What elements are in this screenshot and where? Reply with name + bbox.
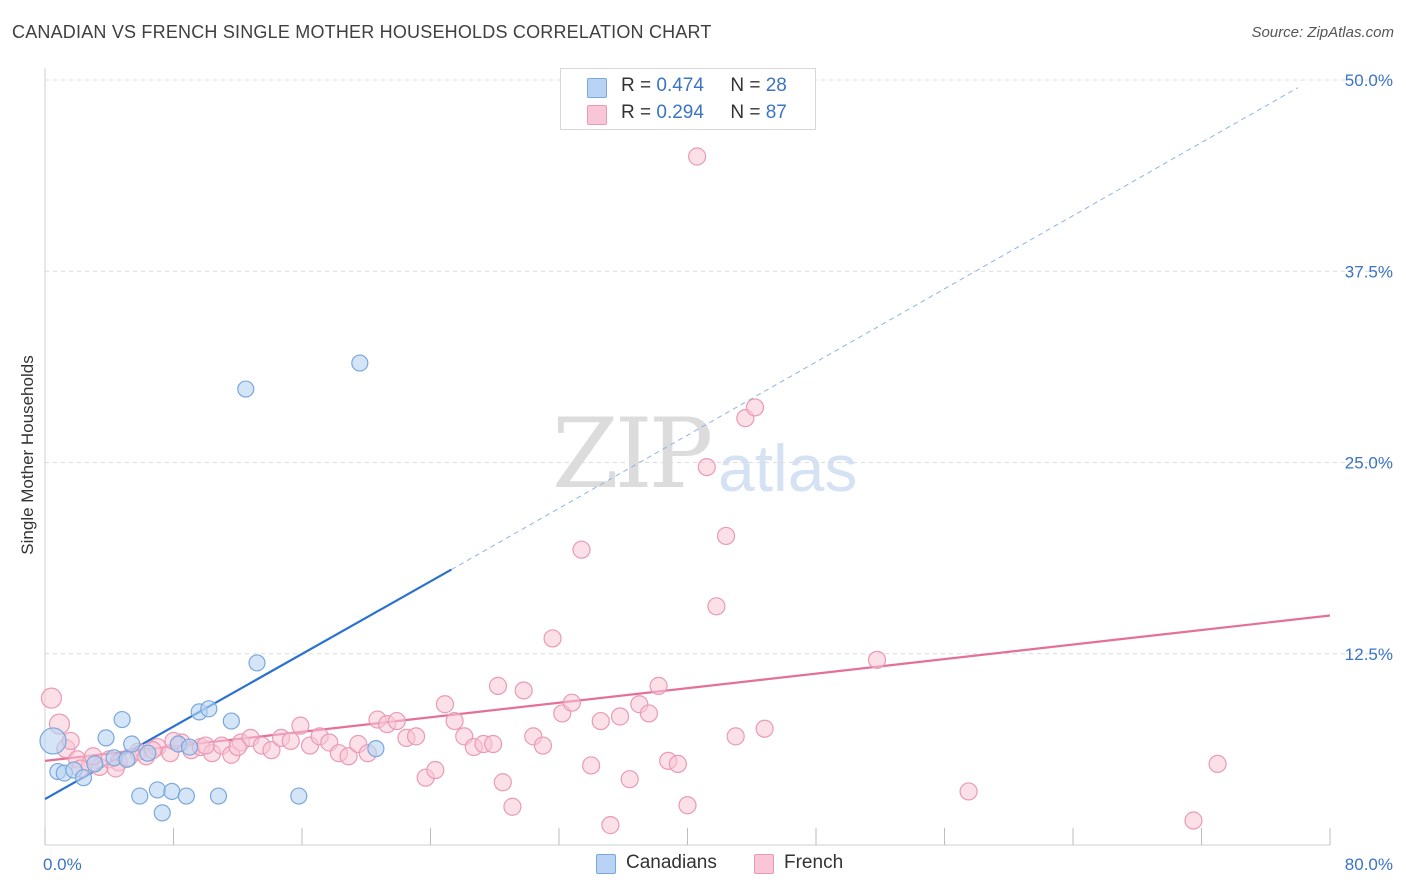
french-point bbox=[688, 147, 707, 166]
french-point bbox=[867, 650, 887, 669]
y-axis-label: Single Mother Households bbox=[18, 355, 37, 555]
source-label: Source: ZipAtlas.com bbox=[1251, 24, 1394, 41]
canadians-point bbox=[237, 380, 255, 398]
canadians-point bbox=[123, 735, 141, 753]
french-point bbox=[716, 526, 736, 546]
canadians-point bbox=[180, 738, 199, 756]
french-point bbox=[228, 737, 247, 757]
french-point bbox=[668, 754, 687, 774]
canadians-point bbox=[113, 710, 131, 729]
french-point bbox=[503, 797, 522, 816]
legend-n-canadians: 28 bbox=[765, 75, 787, 96]
french-point bbox=[262, 741, 281, 760]
canadians-point bbox=[131, 787, 149, 805]
french-point bbox=[610, 707, 630, 726]
legend-swatch-canadians bbox=[587, 78, 607, 98]
french-point bbox=[543, 629, 562, 648]
french-point bbox=[601, 816, 620, 835]
french-point bbox=[562, 693, 581, 712]
legend-r-label-french: R = bbox=[621, 102, 652, 123]
tick-label-layer: 12.5% 25.0% 37.5% 50.0% 0.0% 80.0% bbox=[43, 71, 1393, 874]
canadians-point bbox=[86, 755, 104, 773]
french-point bbox=[678, 796, 697, 815]
french-point bbox=[1184, 811, 1203, 830]
legend-swatch-french bbox=[587, 105, 607, 125]
french-point bbox=[726, 727, 745, 746]
canadians-trend-extension bbox=[451, 87, 1299, 571]
canadians-point bbox=[222, 712, 240, 730]
canadians-point bbox=[74, 769, 93, 787]
canadians-point bbox=[118, 750, 136, 768]
legend-r-french: 0.294 bbox=[656, 102, 704, 123]
french-point bbox=[591, 711, 610, 731]
french-point bbox=[493, 773, 512, 792]
grid-layer bbox=[45, 79, 1390, 655]
canadians-point bbox=[153, 804, 171, 822]
canadians-point bbox=[139, 744, 157, 762]
french-point bbox=[533, 736, 553, 755]
french-point bbox=[1208, 754, 1227, 774]
canadians-point bbox=[290, 787, 308, 805]
french-point bbox=[707, 597, 726, 616]
canadians-point bbox=[97, 729, 115, 747]
canadians-point bbox=[367, 740, 385, 758]
canadians-point bbox=[209, 787, 228, 805]
trend-layer bbox=[44, 87, 1331, 801]
legend-n-label-canadians: N = bbox=[730, 75, 761, 96]
french-point bbox=[426, 760, 445, 780]
french-point bbox=[755, 719, 774, 738]
legend-r-label-canadians: R = bbox=[621, 75, 652, 96]
bottom-legend-swatch-canadians bbox=[596, 854, 616, 874]
y-tick-label: 12.5% bbox=[1345, 645, 1393, 664]
french-point bbox=[484, 734, 503, 754]
french-point bbox=[620, 770, 639, 789]
french-point bbox=[281, 731, 300, 751]
canadians-point bbox=[163, 782, 181, 801]
french-point bbox=[745, 398, 765, 417]
french-point bbox=[514, 681, 533, 700]
french-point bbox=[387, 711, 406, 731]
legend-r-canadians: 0.474 bbox=[656, 75, 704, 96]
french-point bbox=[435, 695, 455, 714]
bottom-legend-label-french: French bbox=[784, 852, 844, 873]
chart-title: CANADIAN VS FRENCH SINGLE MOTHER HOUSEHO… bbox=[12, 22, 712, 42]
french-point bbox=[488, 676, 508, 695]
french-point bbox=[339, 747, 358, 766]
y-tick-label: 25.0% bbox=[1345, 454, 1393, 473]
french-point bbox=[649, 676, 668, 695]
canadians-point bbox=[148, 781, 167, 799]
x-tick-label-max: 80.0% bbox=[1345, 855, 1393, 874]
canadians-point bbox=[200, 700, 218, 718]
french-point bbox=[697, 457, 716, 477]
french-point bbox=[40, 687, 63, 709]
y-tick-label: 37.5% bbox=[1345, 262, 1393, 281]
points-layer bbox=[39, 147, 1227, 835]
french-point bbox=[445, 711, 464, 731]
axis-layer bbox=[44, 68, 1331, 846]
french-point bbox=[291, 716, 310, 735]
french-point bbox=[582, 756, 601, 775]
watermark-atlas: atlas bbox=[718, 431, 858, 505]
watermark-zip: ZIP bbox=[552, 398, 713, 510]
french-point bbox=[196, 736, 215, 755]
french-point bbox=[959, 782, 978, 801]
canadians-point bbox=[177, 787, 195, 805]
french-point bbox=[572, 540, 591, 559]
bottom-legend-label-canadians: Canadians bbox=[626, 852, 717, 873]
bottom-legend-swatch-french bbox=[754, 854, 774, 874]
canadians-point bbox=[248, 654, 266, 672]
x-tick-label-min: 0.0% bbox=[43, 855, 82, 874]
canadians-point bbox=[39, 727, 67, 755]
stats-legend: R = 0.474 N = 28 R = 0.294 N = 87 bbox=[560, 68, 816, 130]
y-tick-label: 50.0% bbox=[1345, 71, 1393, 90]
french-point bbox=[406, 727, 426, 746]
french-point bbox=[639, 704, 659, 723]
legend-n-french: 87 bbox=[765, 102, 787, 123]
legend-n-label-french: N = bbox=[730, 102, 761, 123]
canadians-point bbox=[351, 354, 369, 372]
